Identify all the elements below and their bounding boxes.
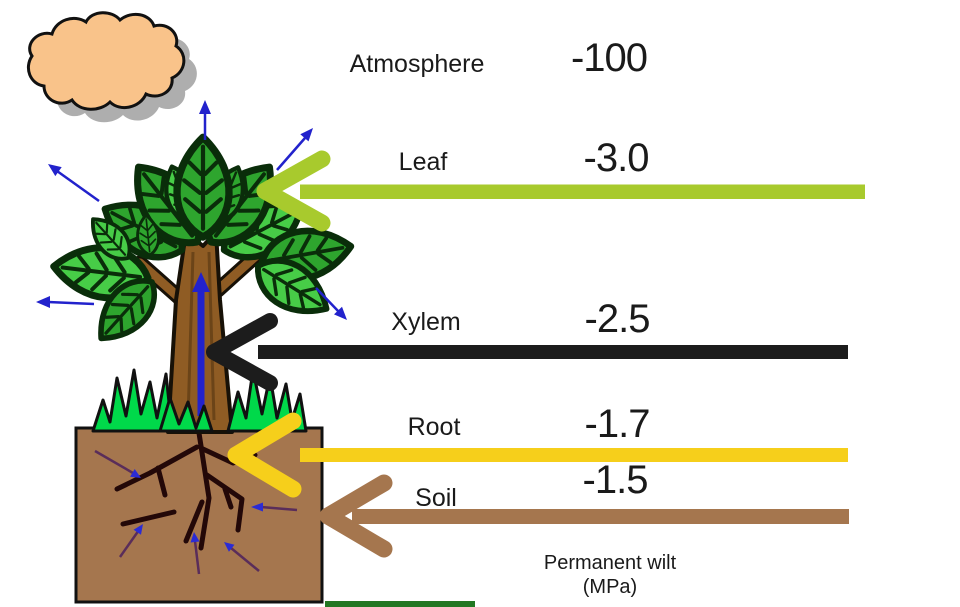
- leaf-value: -3.0: [583, 136, 650, 180]
- footnote-units: (MPa): [582, 576, 638, 598]
- root-arrow: [227, 412, 848, 498]
- sap-flow-up-arrow-icon: [192, 272, 210, 416]
- soil-value: -1.5: [582, 458, 649, 502]
- xylem-arrow: [206, 313, 848, 391]
- atmosphere-label: Atmosphere: [349, 50, 485, 78]
- leaf-label: Leaf: [398, 148, 448, 176]
- transpiration-arrow-icons: [36, 100, 347, 320]
- soil-arrow: [319, 474, 849, 558]
- roots-icon: [114, 430, 258, 551]
- soil-label: Soil: [415, 484, 457, 512]
- footnote-permanent-wilt: Permanent wilt: [543, 552, 677, 574]
- bottom-strip: [325, 601, 475, 607]
- water-uptake-arrow-icons: [94, 449, 298, 575]
- xylem-label: Xylem: [391, 308, 461, 336]
- leaf-arrow: [256, 150, 865, 232]
- xylem-value: -2.5: [584, 297, 651, 341]
- cloud-icon: [27, 11, 197, 123]
- root-label: Root: [407, 413, 461, 441]
- root-value: -1.7: [584, 402, 651, 446]
- atmosphere-value: -100: [570, 36, 648, 80]
